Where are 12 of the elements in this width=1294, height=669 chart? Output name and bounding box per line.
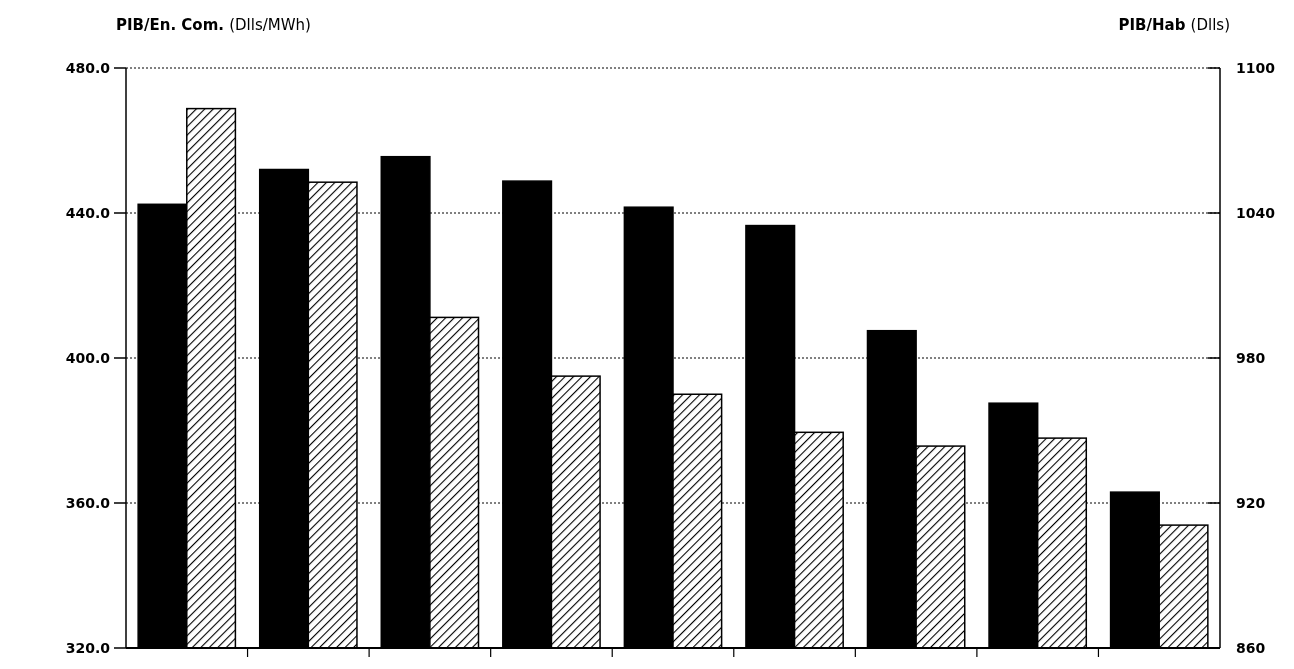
y-tick-label: 400.0 (65, 349, 111, 366)
y2-tick-label: 980 (1236, 349, 1266, 366)
y-tick-label: 360.0 (65, 494, 111, 511)
y-axis-title: PIB/En. Com. (Dlls/MWh) (116, 16, 311, 34)
y-tick-label: 320.0 (65, 639, 111, 656)
y2-tick-label: 1100 (1236, 59, 1276, 76)
y2-tick-label: 860 (1236, 639, 1266, 656)
y-tick-label: 480.0 (65, 59, 111, 76)
y-tick-label: 440.0 (65, 204, 111, 221)
y2-tick-label: 920 (1236, 494, 1266, 511)
y2-tick-label: 1040 (1236, 204, 1276, 221)
y2-axis-title: PIB/Hab (Dlls) (1118, 16, 1230, 34)
